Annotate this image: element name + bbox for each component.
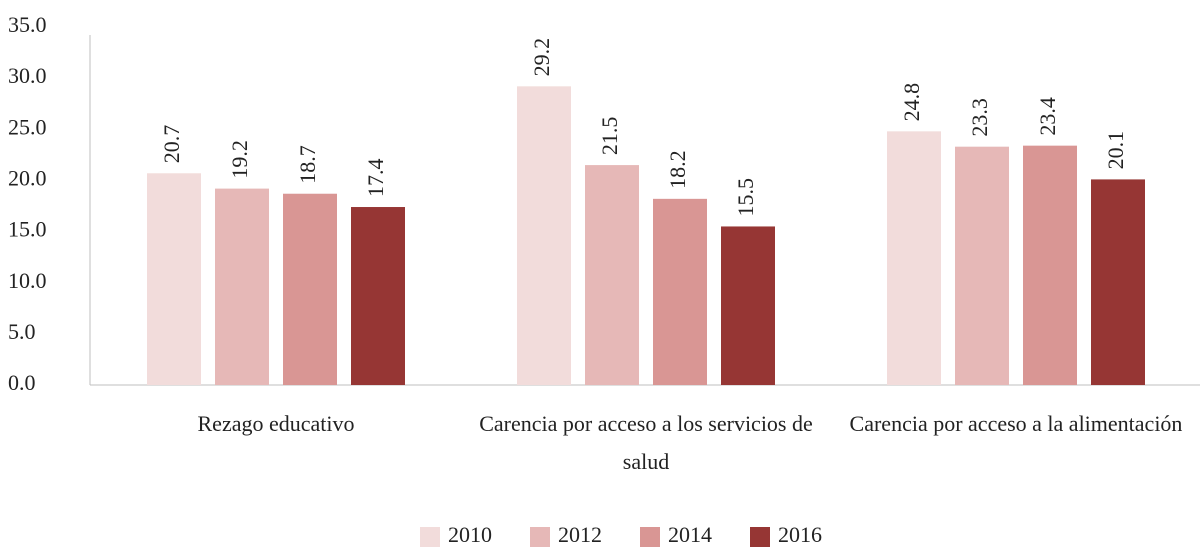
x-tick-label: Carencia por acceso a los servicios de s… xyxy=(479,411,813,474)
data-label: 15.5 xyxy=(733,178,758,217)
y-tick-label: 35.0 xyxy=(8,12,47,37)
bar xyxy=(721,226,775,385)
y-tick-label: 25.0 xyxy=(8,114,47,139)
bar xyxy=(517,86,571,385)
data-label: 23.3 xyxy=(967,98,992,137)
bar xyxy=(887,131,941,385)
y-tick-label: 20.0 xyxy=(8,165,47,190)
legend-swatch xyxy=(420,527,440,547)
bar xyxy=(351,207,405,385)
x-tick-label: Carencia por acceso a la alimentación xyxy=(849,411,1183,436)
y-tick-label: 15.0 xyxy=(8,217,47,242)
bar xyxy=(1023,145,1077,385)
legend-swatch xyxy=(530,527,550,547)
bar xyxy=(1091,179,1145,385)
data-label: 17.4 xyxy=(363,159,388,198)
x-tick-label: Rezago educativo xyxy=(197,411,355,436)
bar xyxy=(215,188,269,385)
legend-label: 2010 xyxy=(448,522,492,547)
bar xyxy=(147,173,201,385)
bar xyxy=(283,193,337,385)
y-tick-label: 5.0 xyxy=(8,319,36,344)
legend-label: 2014 xyxy=(668,522,712,547)
legend-swatch xyxy=(640,527,660,547)
bar xyxy=(585,165,639,385)
data-label: 21.5 xyxy=(597,117,622,156)
bar xyxy=(653,198,707,385)
data-label: 24.8 xyxy=(899,83,924,122)
legend-swatch xyxy=(750,527,770,547)
legend-label: 2016 xyxy=(778,522,822,547)
data-label: 20.7 xyxy=(159,125,184,164)
data-label: 20.1 xyxy=(1103,131,1128,170)
y-tick-label: 10.0 xyxy=(8,268,47,293)
data-label: 18.7 xyxy=(295,145,320,184)
data-label: 29.2 xyxy=(529,38,554,77)
y-tick-label: 0.0 xyxy=(8,370,36,395)
legend-label: 2012 xyxy=(558,522,602,547)
data-label: 23.4 xyxy=(1035,97,1060,136)
bar xyxy=(955,146,1009,385)
data-label: 18.2 xyxy=(665,150,690,189)
y-tick-label: 30.0 xyxy=(8,63,47,88)
data-label: 19.2 xyxy=(227,140,252,179)
